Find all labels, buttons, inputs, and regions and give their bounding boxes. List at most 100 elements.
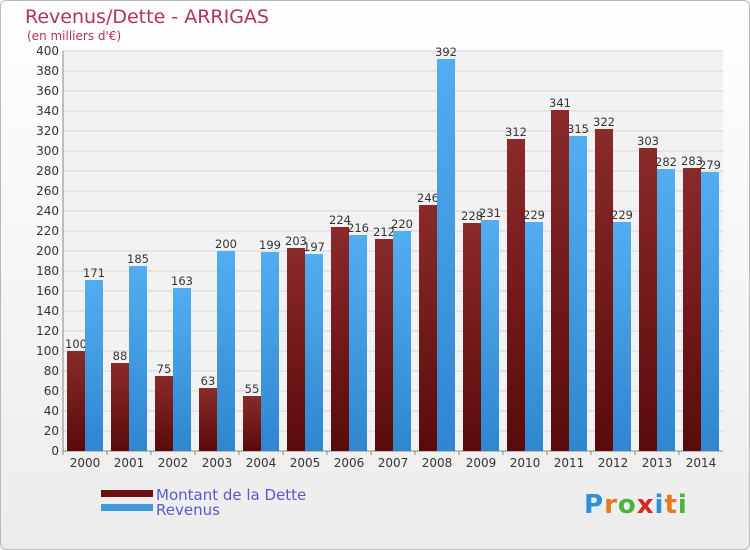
y-tick-label: 160: [36, 284, 59, 298]
data-label: 203: [285, 234, 307, 248]
bar-revenus: [85, 280, 103, 451]
x-tick-label: 2002: [158, 456, 189, 470]
data-label: 279: [699, 158, 721, 172]
bar-dette: [199, 388, 217, 451]
x-tick-label: 2000: [70, 456, 101, 470]
data-label: 75: [157, 362, 172, 376]
legend-swatch-revenus: [101, 504, 153, 511]
logo-letter: P: [584, 490, 605, 520]
y-tick-label: 0: [51, 444, 59, 458]
bar-revenus: [305, 254, 323, 451]
data-label: 228: [461, 209, 483, 223]
bar-dette: [155, 376, 173, 451]
y-tick-label: 400: [36, 44, 59, 58]
logo-letter: t: [664, 490, 678, 520]
bar-revenus: [525, 222, 543, 451]
y-tick-label: 100: [36, 344, 59, 358]
y-tick-label: 380: [36, 64, 59, 78]
bar-dette: [639, 148, 657, 451]
y-tick-label: 300: [36, 144, 59, 158]
data-label: 229: [523, 208, 545, 222]
bar-revenus: [701, 172, 719, 451]
bar-dette: [331, 227, 349, 451]
bar-revenus: [173, 288, 191, 451]
bar-dette: [463, 223, 481, 451]
x-tick-label: 2007: [378, 456, 409, 470]
legend-label-revenus: Revenus: [156, 501, 220, 519]
y-tick-label: 340: [36, 104, 59, 118]
data-label: 63: [201, 374, 216, 388]
x-tick-label: 2005: [290, 456, 321, 470]
legend-swatch-dette: [101, 490, 153, 497]
bar-revenus: [217, 251, 235, 451]
y-tick-label: 360: [36, 84, 59, 98]
logo-letter: i: [654, 490, 665, 520]
y-tick-label: 200: [36, 244, 59, 258]
y-tick-label: 260: [36, 184, 59, 198]
y-tick-label: 60: [44, 384, 59, 398]
x-tick-label: 2008: [422, 456, 453, 470]
data-label: 200: [215, 237, 237, 251]
bar-dette: [243, 396, 261, 451]
y-tick-label: 220: [36, 224, 59, 238]
data-label: 283: [681, 154, 703, 168]
data-label: 197: [303, 240, 325, 254]
data-label: 246: [417, 191, 439, 205]
x-tick-label: 2011: [554, 456, 585, 470]
bar-dette: [419, 205, 437, 451]
data-label: 55: [245, 382, 260, 396]
proxiti-logo: Proxiti: [584, 490, 688, 520]
x-tick-label: 2014: [686, 456, 717, 470]
data-label: 163: [171, 274, 193, 288]
data-label: 224: [329, 213, 351, 227]
data-label: 88: [113, 349, 128, 363]
bar-revenus: [261, 252, 279, 451]
bar-revenus: [393, 231, 411, 451]
data-label: 212: [373, 225, 395, 239]
data-label: 322: [593, 115, 615, 129]
data-label: 216: [347, 221, 369, 235]
bar-dette: [595, 129, 613, 451]
y-tick-label: 40: [44, 404, 59, 418]
data-label: 220: [391, 217, 413, 231]
y-tick-label: 140: [36, 304, 59, 318]
data-label: 231: [479, 206, 501, 220]
logo-letter: i: [677, 490, 688, 520]
y-tick-label: 240: [36, 204, 59, 218]
data-label: 312: [505, 125, 527, 139]
y-tick-label: 80: [44, 364, 59, 378]
data-label: 185: [127, 252, 149, 266]
y-tick-label: 120: [36, 324, 59, 338]
data-label: 392: [435, 45, 457, 59]
y-tick-label: 180: [36, 264, 59, 278]
bar-revenus: [349, 235, 367, 451]
x-tick-label: 2001: [114, 456, 145, 470]
bar-revenus: [481, 220, 499, 451]
legend-label-dette: Montant de la Dette: [156, 486, 307, 504]
data-label: 199: [259, 238, 281, 252]
bar-dette: [375, 239, 393, 451]
data-label: 282: [655, 155, 677, 169]
bar-dette: [111, 363, 129, 451]
bar-revenus: [437, 59, 455, 451]
x-tick-label: 2009: [466, 456, 497, 470]
data-label: 341: [549, 96, 571, 110]
data-label: 171: [83, 266, 105, 280]
bar-revenus: [613, 222, 631, 451]
bar-revenus: [657, 169, 675, 451]
y-tick-label: 20: [44, 424, 59, 438]
bar-dette: [683, 168, 701, 451]
x-tick-label: 2010: [510, 456, 541, 470]
bar-dette: [551, 110, 569, 451]
data-label: 229: [611, 208, 633, 222]
bar-revenus: [569, 136, 587, 451]
data-label: 100: [65, 337, 87, 351]
data-label: 315: [567, 122, 589, 136]
bar-dette: [67, 351, 85, 451]
logo-letter: o: [617, 490, 637, 520]
bar-revenus: [129, 266, 147, 451]
chart-subtitle: (en milliers d'€): [27, 29, 122, 43]
logo-letter: r: [604, 490, 618, 520]
